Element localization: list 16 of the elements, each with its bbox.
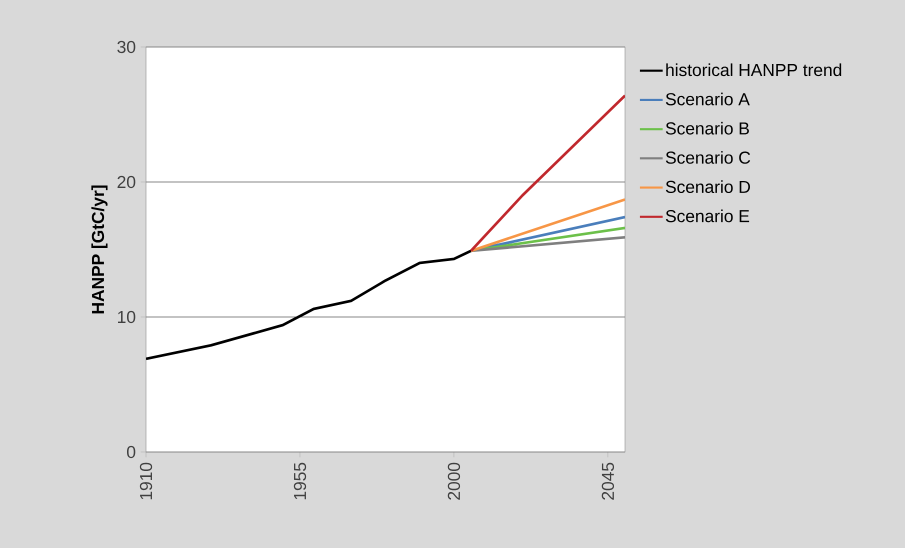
y-axis-title: HANPP [GtC/yr] (91, 185, 108, 314)
legend-label: Scenario A (666, 92, 750, 106)
x-tick-label: 2045 (602, 462, 614, 500)
legend-label: Scenario C (666, 151, 750, 164)
y-tick-label: 20 (118, 176, 136, 188)
x-tick-label: 2000 (448, 462, 460, 500)
legend-label: Scenario B (666, 122, 749, 135)
y-tick-label: 0 (126, 446, 136, 458)
x-tick-label: 1910 (140, 462, 152, 500)
legend-label: Scenario E (666, 210, 750, 222)
line-series (146, 250, 472, 360)
y-tick-label: 10 (118, 310, 136, 324)
legend-label: Scenario D (666, 180, 750, 194)
legend-label: historical HANPP trend (666, 63, 842, 76)
x-tick-label: 1955 (294, 462, 306, 500)
y-tick-label: 30 (117, 40, 136, 54)
